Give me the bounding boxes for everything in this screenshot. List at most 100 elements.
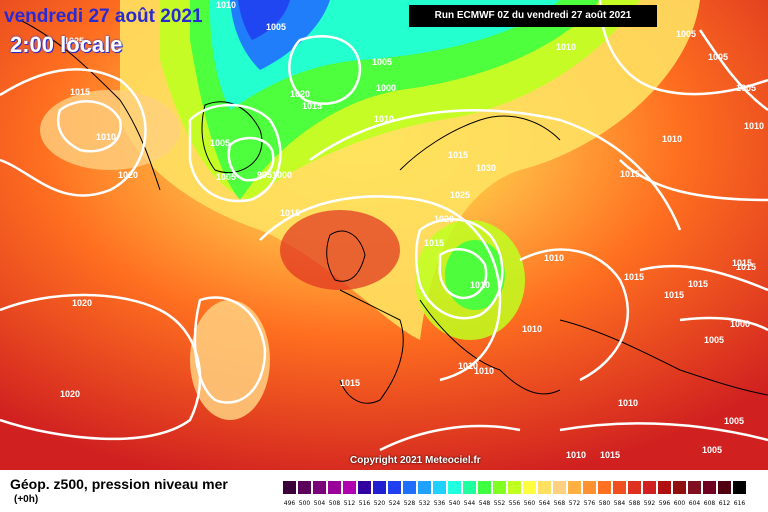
isobar-label: 1020 [118, 170, 138, 180]
isobar-label: 1015 [70, 87, 90, 97]
isobar-label: 1015 [340, 378, 360, 388]
scale-tick: 540 [448, 500, 461, 507]
scale-cell [582, 480, 597, 495]
scale-cell [282, 480, 297, 495]
scale-cell [462, 480, 477, 495]
isobar-labels: 1010 1005 1025 1015 1010 1020 1020 1015 … [60, 0, 764, 460]
coastlines [19, 19, 768, 404]
scale-tick: 500 [298, 500, 311, 507]
scale-cell [537, 480, 552, 495]
isobar-label: 1010 [458, 361, 478, 371]
zone-iberia-red [280, 210, 400, 290]
scale-tick: 524 [388, 500, 401, 507]
isobar-label: 1015 [620, 169, 640, 179]
color-scale [282, 480, 747, 495]
scale-tick: 548 [478, 500, 491, 507]
scale-tick: 556 [508, 500, 521, 507]
scale-cell [732, 480, 747, 495]
scale-tick: 576 [583, 500, 596, 507]
scale-cell [522, 480, 537, 495]
isobar-label: 1005 [708, 52, 728, 62]
scale-cell [387, 480, 402, 495]
scale-tick: 536 [433, 500, 446, 507]
scale-cell [342, 480, 357, 495]
isobar-label: 1005 [676, 29, 696, 39]
scale-cell [402, 480, 417, 495]
scale-tick: 520 [373, 500, 386, 507]
isobar-label: 1020 [290, 89, 310, 99]
isobar-label: 1010 [474, 366, 494, 376]
forecast-time: 2:00 locale [10, 32, 123, 57]
scale-tick: 528 [403, 500, 416, 507]
isobar-label: 1015 [732, 258, 752, 268]
legend-title: Géop. z500, pression niveau mer [10, 476, 228, 492]
isobar-label: 1020 [72, 298, 92, 308]
scale-cell [372, 480, 387, 495]
scale-tick: 580 [598, 500, 611, 507]
scale-tick: 516 [358, 500, 371, 507]
legend-footer: Géop. z500, pression niveau mer (+0h) 49… [0, 470, 768, 512]
isobar-label: 1025 [450, 190, 470, 200]
scale-tick: 568 [553, 500, 566, 507]
scale-tick: 616 [733, 500, 746, 507]
scale-cell [357, 480, 372, 495]
zone-green-core [445, 240, 505, 310]
isobar-label: 1010 [744, 121, 764, 131]
scale-cell [642, 480, 657, 495]
isobar-label: 1030 [476, 163, 496, 173]
scale-cell [627, 480, 642, 495]
scale-cell [567, 480, 582, 495]
scale-cell [672, 480, 687, 495]
color-scale-labels: 496 500 504 508 512 516 520 524 528 532 536 540 544 5… [282, 500, 747, 507]
isobar-label: 1005 [736, 83, 756, 93]
isobar-label: 1020 [60, 389, 80, 399]
isobar-label: 1005 [702, 445, 722, 455]
isobar-label: 1015 [448, 150, 468, 160]
scale-cell [417, 480, 432, 495]
scale-tick: 608 [703, 500, 716, 507]
scale-cell [297, 480, 312, 495]
isobar-label: 1010 [662, 134, 682, 144]
scale-cell [477, 480, 492, 495]
scale-cell [312, 480, 327, 495]
scale-cell [492, 480, 507, 495]
scale-cell [432, 480, 447, 495]
isobar-label: 1005 [724, 416, 744, 426]
isobar-label: 1005 [216, 172, 236, 182]
scale-tick: 596 [658, 500, 671, 507]
scale-cell [507, 480, 522, 495]
isobar-label: 1015 [280, 208, 300, 218]
scale-tick: 584 [613, 500, 626, 507]
scale-tick: 588 [628, 500, 641, 507]
scale-tick: 544 [463, 500, 476, 507]
scale-cell [327, 480, 342, 495]
zone-azores-light [190, 300, 270, 420]
scale-tick: 564 [538, 500, 551, 507]
scale-cell [612, 480, 627, 495]
isobar-label: 1025 [64, 36, 84, 46]
isobar-label: 1005 [266, 22, 286, 32]
isobar-label: 1010 [618, 398, 638, 408]
isobar-label: 1000 [272, 170, 292, 180]
isobar-label: 1010 [544, 253, 564, 263]
isobar-label: 1015 [624, 272, 644, 282]
isobar-label: 1015 [302, 101, 322, 111]
scale-tick: 592 [643, 500, 656, 507]
zone-west-atlantic-orange [40, 90, 180, 170]
isobar-label: 1010 [374, 114, 394, 124]
isobar-label: 1010 [470, 280, 490, 290]
scale-tick: 504 [313, 500, 326, 507]
isobar-label: 1015 [736, 262, 756, 272]
scale-cell [702, 480, 717, 495]
isobar-label: 1010 [556, 42, 576, 52]
isobar-label: 1005 [372, 57, 392, 67]
isobar-label: 1010 [522, 324, 542, 334]
scale-cell [657, 480, 672, 495]
scale-cell [597, 480, 612, 495]
isobars [0, 0, 768, 450]
isobar-label: 1005 [704, 335, 724, 345]
z500-map: 1010 1005 1025 1015 1010 1020 1020 1015 … [0, 0, 768, 470]
scale-tick: 508 [328, 500, 341, 507]
model-run-banner: Run ECMWF 0Z du vendredi 27 août 2021 [409, 5, 657, 27]
isobar-label: 1015 [600, 450, 620, 460]
